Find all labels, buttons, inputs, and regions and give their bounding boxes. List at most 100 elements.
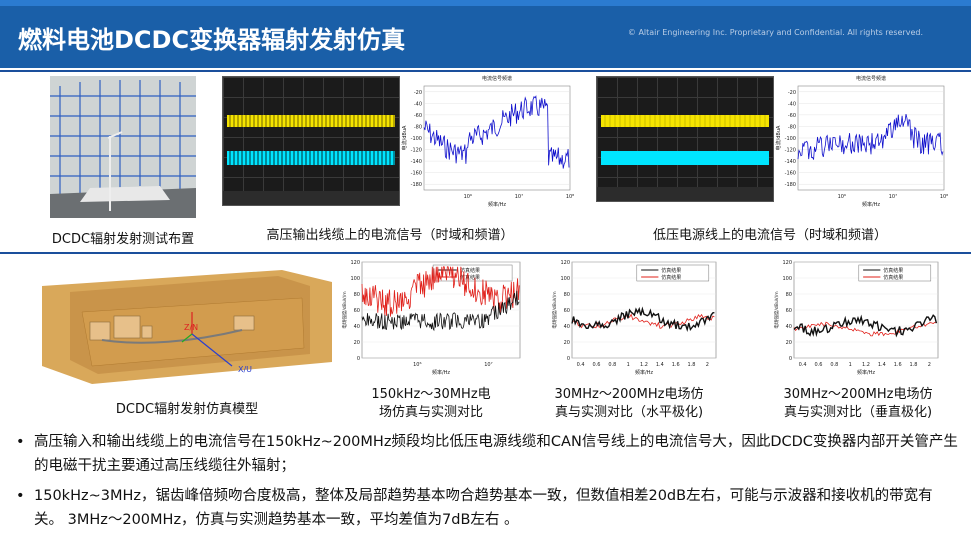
y-tick-label: -60 bbox=[414, 113, 422, 119]
x-axis-label: 频率/Hz bbox=[488, 201, 506, 208]
caption-comparison-1-line2: 场仿真与实测对比 bbox=[378, 405, 483, 420]
bullet-item: • 150kHz~3MHz，锯齿峰倍频吻合度极高，整体及局部趋势基本吻合趋势基本一… bbox=[12, 484, 958, 532]
y-tick-label: 40 bbox=[786, 324, 792, 330]
y-tick-label: 40 bbox=[354, 324, 360, 330]
y-tick-label: 0 bbox=[567, 356, 570, 362]
y-axis-label: 电场强度/dBuV/m bbox=[341, 291, 348, 328]
y-tick-label: 0 bbox=[789, 356, 792, 362]
legend-label-meas: 仿真结果 bbox=[883, 267, 903, 274]
x-tick-label: 10⁶ bbox=[413, 362, 421, 368]
comparison-chart-150k-30m: 120 100 80 60 40 20 0 10⁶ 10⁷ 频率/Hz 电场强度/dBuV/m 仿真结… bbox=[341, 260, 521, 376]
chart-title: 电流信号频谱 bbox=[856, 75, 886, 82]
sim-series-line bbox=[571, 313, 715, 329]
bullet-item: • 高压输入和输出线缆上的电流信号在150kHz~200MHz频段均比低压电源线缆… bbox=[12, 430, 958, 478]
x-tick-label: 0.6 bbox=[593, 362, 601, 368]
x-tick-label: 1.8 bbox=[910, 362, 918, 368]
y-tick-label: 80 bbox=[786, 292, 792, 298]
x-tick-label: 0.8 bbox=[608, 362, 616, 368]
x-tick-label: 1.4 bbox=[878, 362, 886, 368]
caption-comparison-1: 150kHz～30MHz电 场仿真与实测对比 bbox=[346, 386, 516, 422]
y-axis-label: 电场强度/dBuV/m bbox=[773, 291, 780, 328]
caption-comparison-3-line2: 真与实测对比（垂直极化) bbox=[783, 405, 933, 420]
x-axis-label: 频率/Hz bbox=[857, 369, 875, 376]
sim-series-line bbox=[361, 266, 520, 317]
model-axis-x: X/U bbox=[238, 365, 252, 374]
meas-series-line bbox=[793, 314, 938, 338]
x-tick-label: 0.8 bbox=[830, 362, 838, 368]
y-tick-label: 120 bbox=[782, 260, 792, 266]
y-tick-label: 80 bbox=[354, 292, 360, 298]
y-tick-label: 120 bbox=[350, 260, 360, 266]
y-tick-label: 40 bbox=[564, 324, 570, 330]
y-tick-label: -120 bbox=[785, 148, 796, 154]
x-axis-label: 频率/Hz bbox=[635, 369, 653, 376]
x-tick-label: 1.2 bbox=[862, 362, 870, 368]
x-tick-label: 1.2 bbox=[640, 362, 648, 368]
y-tick-label: -100 bbox=[785, 136, 796, 142]
x-tick-label: 10⁷ bbox=[889, 194, 897, 200]
y-tick-label: 0 bbox=[357, 356, 360, 362]
hv-current-trace bbox=[227, 151, 395, 165]
bullet-dot-icon: • bbox=[16, 488, 25, 504]
chart-title: 电流信号频谱 bbox=[482, 75, 512, 82]
x-tick-label: 10⁷ bbox=[515, 194, 523, 200]
x-tick-label: 10⁷ bbox=[484, 362, 492, 368]
y-tick-label: -180 bbox=[785, 182, 796, 188]
x-tick-label: 1.4 bbox=[656, 362, 664, 368]
comparison-chart-horizontal: 120 100 80 60 40 20 0 0.4 0.6 0.8 1 1.2 1.4 1.6 1.8 2 频率… bbox=[551, 260, 717, 376]
spectrum-series-line bbox=[423, 95, 570, 169]
hv-oscilloscope bbox=[222, 76, 400, 206]
legend-label-sim: 仿真结果 bbox=[883, 274, 903, 281]
x-tick-label: 2 bbox=[928, 362, 931, 368]
x-axis-label: 频率/Hz bbox=[432, 369, 450, 376]
bullet-list: • 高压输入和输出线缆上的电流信号在150kHz~200MHz频段均比低压电源线缆… bbox=[12, 430, 958, 538]
test-setup-photo bbox=[50, 76, 196, 218]
comparison-chart-vertical: 120 100 80 60 40 20 0 0.4 0.6 0.8 1 1.2 1.4 1.6 1.8 2 频率… bbox=[773, 260, 939, 376]
y-tick-label: -160 bbox=[411, 171, 422, 177]
y-axis-label: 电流/dBuA bbox=[401, 125, 408, 150]
bullet-dot-icon: • bbox=[16, 434, 25, 450]
x-tick-label: 1.6 bbox=[672, 362, 680, 368]
caption-sim-model: DCDC辐射发射仿真模型 bbox=[115, 402, 259, 417]
spectrum-series-line bbox=[797, 114, 944, 160]
caption-comparison-2-line2: 真与实测对比（水平极化) bbox=[554, 405, 704, 420]
y-tick-label: 100 bbox=[350, 276, 360, 282]
y-axis-label: 电流/dBuA bbox=[775, 125, 782, 150]
x-tick-label: 0.4 bbox=[799, 362, 807, 368]
copyright-notice: © Altair Engineering Inc. Proprietary an… bbox=[627, 28, 923, 37]
legend-label-meas: 仿真结果 bbox=[661, 267, 681, 274]
y-tick-label: 120 bbox=[560, 260, 570, 266]
x-tick-label: 0.4 bbox=[577, 362, 585, 368]
y-tick-label: 80 bbox=[564, 292, 570, 298]
y-tick-label: 60 bbox=[564, 308, 570, 314]
caption-comparison-1-line1: 150kHz～30MHz电 bbox=[371, 387, 491, 402]
y-tick-label: 20 bbox=[786, 340, 792, 346]
x-tick-label: 1.8 bbox=[688, 362, 696, 368]
x-tick-label: 1 bbox=[627, 362, 630, 368]
lv-oscilloscope bbox=[596, 76, 774, 202]
lv-spectrum-chart: 电流信号频谱 -20 -40 -60 -80 -100 -120 -140 -160 -180 10… bbox=[775, 75, 948, 208]
caption-comparison-2: 30MHz～200MHz电场仿 真与实测对比（水平极化) bbox=[534, 386, 724, 422]
bullet-text: 150kHz~3MHz，锯齿峰倍频吻合度极高，整体及局部趋势基本吻合趋势基本一致… bbox=[34, 488, 933, 528]
sim-model-render: Z/N X/U bbox=[42, 270, 332, 384]
legend-label-sim: 仿真结果 bbox=[460, 274, 480, 281]
y-tick-label: 60 bbox=[786, 308, 792, 314]
y-axis-label: 电场强度/dBuV/m bbox=[551, 291, 558, 328]
y-tick-label: -120 bbox=[411, 148, 422, 154]
x-tick-label: 2 bbox=[706, 362, 709, 368]
y-tick-label: 100 bbox=[560, 276, 570, 282]
y-tick-label: -80 bbox=[414, 124, 422, 130]
y-tick-label: -40 bbox=[788, 101, 796, 107]
meas-series-line bbox=[361, 290, 520, 332]
model-axis-z: Z/N bbox=[184, 323, 198, 332]
caption-comparison-2-line1: 30MHz～200MHz电场仿 bbox=[554, 387, 704, 402]
legend-label-meas: 仿真结果 bbox=[460, 267, 480, 274]
legend-label-sim: 仿真结果 bbox=[661, 274, 681, 281]
hv-voltage-trace bbox=[227, 115, 395, 127]
y-tick-label: -20 bbox=[788, 90, 796, 96]
y-tick-label: -160 bbox=[785, 171, 796, 177]
title-bar: 燃料电池DCDC变换器辐射发射仿真 © Altair Engineering I… bbox=[0, 0, 971, 68]
y-tick-label: -140 bbox=[785, 159, 796, 165]
